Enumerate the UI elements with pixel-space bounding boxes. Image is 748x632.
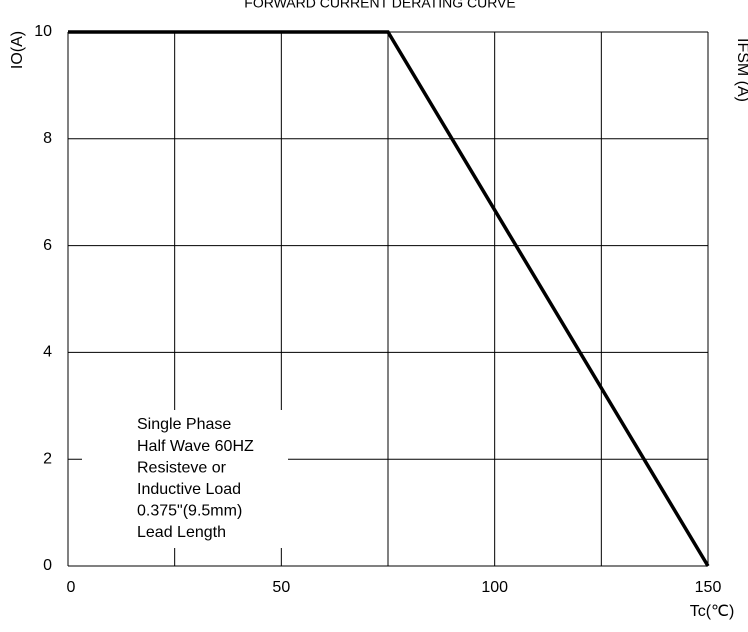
annotation: Single Phase bbox=[137, 416, 231, 433]
x-tick-label: 100 bbox=[481, 579, 508, 596]
y-tick-label: 2 bbox=[43, 450, 52, 467]
annotation: Half Wave 60HZ bbox=[137, 438, 254, 455]
x-tick-label: 150 bbox=[695, 579, 722, 596]
y-tick-label: 10 bbox=[34, 23, 52, 40]
y-axis-label: IO(A) bbox=[9, 31, 26, 69]
y-tick-label: 4 bbox=[43, 344, 52, 361]
chart-title: FORWARD CURRENT DERATING CURVE bbox=[244, 0, 515, 11]
annotation-box bbox=[82, 410, 288, 548]
x-tick-label: 50 bbox=[272, 579, 290, 596]
data-line bbox=[68, 30, 710, 567]
annotation: 0.375"(9.5mm) bbox=[137, 503, 242, 520]
annotation: Resisteve or bbox=[137, 459, 227, 476]
annotation: Inductive Load bbox=[137, 481, 241, 498]
y-tick-label: 0 bbox=[43, 557, 52, 574]
x-axis-label: Tc(℃) bbox=[690, 603, 735, 620]
y-tick-label: 8 bbox=[43, 130, 52, 147]
y2-axis-label: IFSM (A) bbox=[734, 38, 748, 102]
x-tick-label: 0 bbox=[67, 579, 76, 596]
y-tick-label: 6 bbox=[43, 237, 52, 254]
annotation: Lead Length bbox=[137, 524, 226, 541]
